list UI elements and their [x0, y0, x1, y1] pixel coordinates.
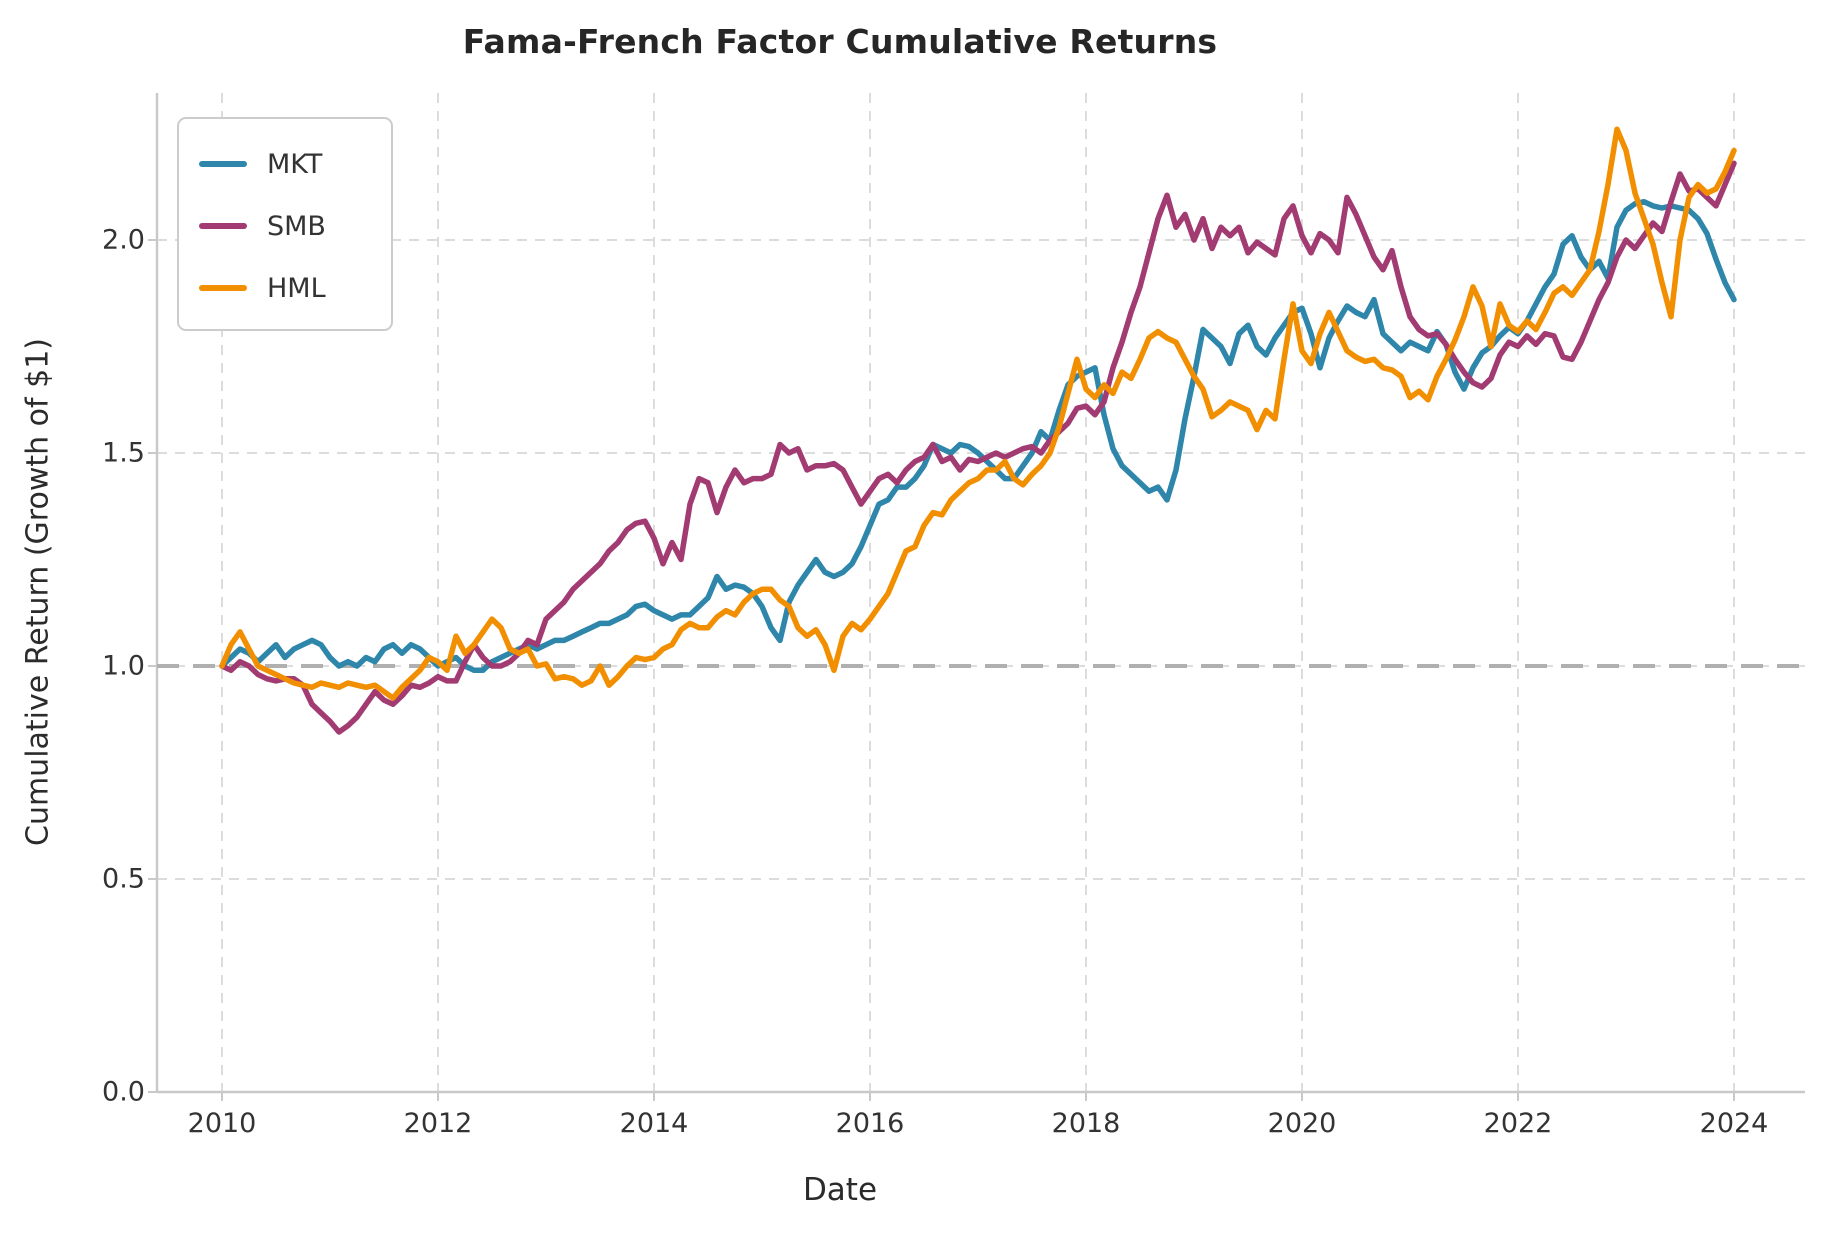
y-tick-label: 0.5	[102, 863, 145, 895]
x-tick-label: 2010	[187, 1108, 257, 1139]
y-tick-label: 0.0	[102, 1076, 145, 1108]
series-line-smb	[219, 160, 1737, 735]
legend-swatch-mkt	[199, 161, 247, 167]
chart-title: Fama-French Factor Cumulative Returns	[462, 22, 1218, 61]
legend-item-hml: HML	[179, 257, 391, 319]
legend-label: HML	[267, 272, 326, 304]
x-tick-label: 2024	[1699, 1108, 1769, 1139]
legend-label: MKT	[267, 148, 323, 180]
legend-label: SMB	[267, 210, 326, 242]
x-axis-label: Date	[802, 1172, 878, 1208]
x-tick-label: 2014	[619, 1108, 689, 1139]
y-tick-label: 2.0	[102, 224, 145, 256]
legend-swatch-hml	[199, 285, 247, 291]
y-tick-label: 1.0	[102, 650, 145, 682]
legend: MKT SMB HML	[177, 117, 393, 331]
series-line-mkt	[219, 198, 1737, 674]
legend-item-smb: SMB	[179, 195, 391, 257]
x-tick-label: 2016	[835, 1108, 905, 1139]
y-tick-label: 1.5	[102, 437, 145, 469]
x-tick-label: 2022	[1483, 1108, 1553, 1139]
x-tick-label: 2018	[1051, 1108, 1121, 1139]
y-axis-label: Cumulative Return (Growth of $1)	[20, 337, 56, 847]
x-tick-label: 2020	[1267, 1108, 1337, 1139]
legend-swatch-smb	[199, 223, 247, 229]
x-tick-label: 2012	[403, 1108, 473, 1139]
series-line-hml	[219, 126, 1737, 701]
legend-item-mkt: MKT	[179, 133, 391, 195]
